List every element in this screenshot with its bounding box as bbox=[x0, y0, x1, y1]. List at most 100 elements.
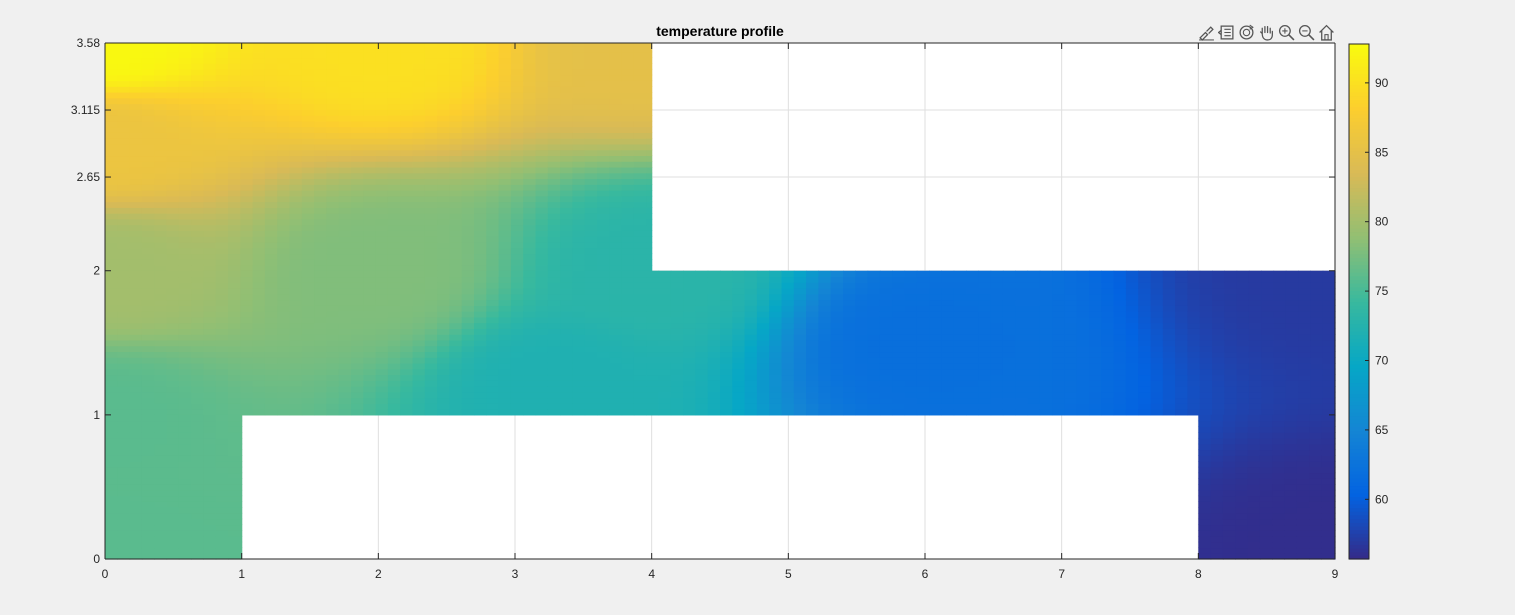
temperature-cell bbox=[1198, 432, 1212, 439]
temperature-cell bbox=[400, 190, 414, 197]
temperature-cell bbox=[363, 374, 377, 381]
temperature-cell bbox=[609, 63, 623, 70]
temperature-cell bbox=[1285, 351, 1299, 358]
temperature-cell bbox=[363, 362, 377, 370]
temperature-cell bbox=[720, 270, 733, 278]
temperature-cell bbox=[215, 316, 229, 324]
temperature-cell bbox=[375, 282, 389, 289]
temperature-cell bbox=[277, 201, 291, 208]
temperature-cell bbox=[1089, 282, 1102, 289]
temperature-cell bbox=[633, 207, 647, 214]
temperature-cell bbox=[141, 409, 155, 416]
temperature-cell bbox=[277, 97, 291, 105]
temperature-cell bbox=[424, 345, 438, 353]
temperature-cell bbox=[1089, 293, 1102, 301]
temperature-cell bbox=[289, 184, 303, 191]
temperature-cell bbox=[178, 391, 192, 399]
temperature-cell bbox=[633, 259, 647, 266]
temperature-cell bbox=[129, 351, 143, 358]
temperature-cell bbox=[1296, 432, 1310, 439]
temperature-cell bbox=[1321, 535, 1335, 543]
temperature-cell bbox=[744, 322, 758, 329]
temperature-cell bbox=[461, 45, 475, 53]
temperature-cell bbox=[720, 362, 733, 370]
temperature-cell bbox=[1064, 282, 1078, 289]
temperature-cell bbox=[424, 86, 438, 93]
temperature-cell bbox=[363, 178, 377, 185]
temperature-cell bbox=[1272, 489, 1286, 497]
temperature-cell bbox=[191, 334, 204, 341]
temperature-cell bbox=[769, 368, 783, 376]
temperature-cell bbox=[375, 253, 389, 260]
temperature-cell bbox=[289, 149, 303, 157]
temperature-cell bbox=[916, 409, 930, 416]
temperature-cell bbox=[830, 403, 844, 410]
temperature-cell bbox=[1309, 478, 1322, 485]
temperature-cell bbox=[830, 299, 844, 306]
temperature-cell bbox=[351, 68, 364, 76]
temperature-cell bbox=[1027, 351, 1041, 358]
temperature-cell bbox=[941, 397, 955, 404]
temperature-cell bbox=[1113, 357, 1127, 364]
temperature-cell bbox=[105, 535, 118, 543]
temperature-cell bbox=[1247, 466, 1261, 474]
temperature-cell bbox=[510, 362, 524, 370]
temperature-cell bbox=[830, 368, 844, 376]
temperature-cell bbox=[203, 236, 217, 243]
temperature-cell bbox=[1273, 293, 1287, 301]
temperature-cell bbox=[572, 334, 586, 341]
temperature-cell bbox=[904, 403, 918, 410]
temperature-cell bbox=[781, 282, 795, 289]
temperature-cell bbox=[215, 63, 229, 70]
temperature-cell bbox=[1187, 270, 1201, 278]
temperature-cell bbox=[1052, 328, 1065, 335]
temperature-cell bbox=[166, 501, 180, 508]
temperature-cell bbox=[1321, 437, 1335, 445]
temperature-cell bbox=[1309, 495, 1322, 502]
temperature-cell bbox=[203, 143, 217, 151]
temperature-cell bbox=[621, 374, 635, 381]
temperature-cell bbox=[375, 92, 389, 99]
temperature-cell bbox=[400, 311, 414, 318]
temperature-cell bbox=[806, 334, 819, 341]
temperature-cell bbox=[1175, 403, 1188, 410]
temperature-cell bbox=[1309, 501, 1322, 508]
temperature-cell bbox=[191, 524, 204, 531]
temperature-cell bbox=[670, 380, 684, 387]
temperature-cell bbox=[277, 288, 291, 295]
temperature-cell bbox=[437, 178, 450, 185]
temperature-cell bbox=[916, 391, 930, 399]
temperature-cell bbox=[387, 253, 401, 260]
temperature-cell bbox=[523, 322, 537, 329]
temperature-cell bbox=[363, 132, 377, 139]
temperature-cell bbox=[215, 455, 229, 462]
temperature-cell bbox=[154, 403, 168, 410]
temperature-cell bbox=[498, 345, 512, 353]
temperature-cell bbox=[1273, 357, 1287, 364]
temperature-cell bbox=[1039, 328, 1053, 335]
temperature-cell bbox=[351, 63, 364, 70]
temperature-cell bbox=[437, 166, 450, 174]
temperature-cell bbox=[338, 45, 352, 53]
temperature-cell bbox=[867, 282, 881, 289]
temperature-cell bbox=[264, 334, 278, 341]
temperature-cell bbox=[535, 103, 549, 110]
temperature-cell bbox=[117, 437, 131, 445]
temperature-cell bbox=[375, 241, 389, 249]
temperature-cell bbox=[621, 276, 635, 283]
temperature-cell bbox=[277, 103, 291, 110]
temperature-cell bbox=[154, 460, 168, 468]
temperature-cell bbox=[720, 339, 733, 347]
temperature-cell bbox=[1296, 472, 1310, 479]
temperature-cell bbox=[474, 161, 487, 168]
temperature-cell bbox=[1285, 368, 1299, 376]
temperature-cell bbox=[916, 334, 930, 341]
temperature-cell bbox=[547, 126, 561, 133]
temperature-cell bbox=[437, 253, 450, 260]
temperature-cell bbox=[117, 460, 131, 468]
temperature-cell bbox=[1175, 386, 1188, 393]
temperature-cell bbox=[597, 224, 610, 231]
temperature-cell bbox=[363, 172, 377, 180]
temperature-cell bbox=[449, 161, 463, 168]
